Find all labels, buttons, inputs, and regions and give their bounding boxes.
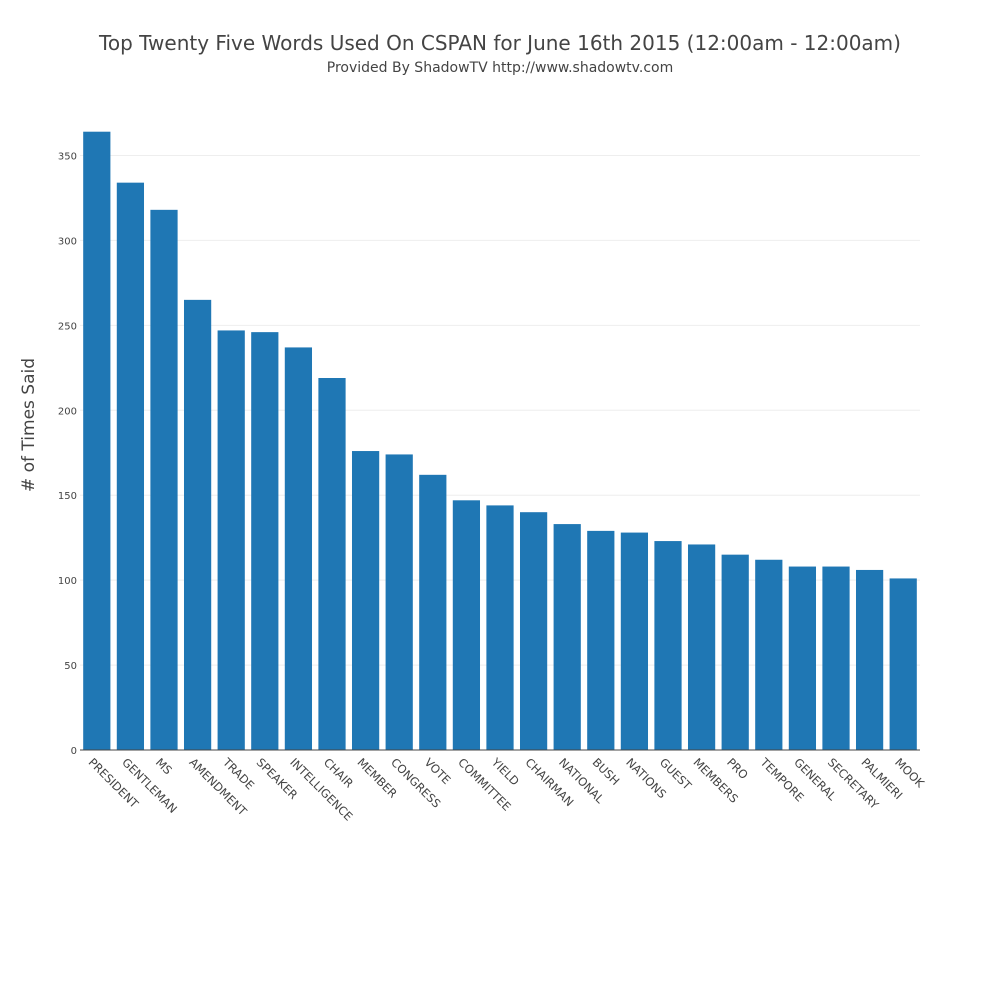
bar <box>318 378 346 750</box>
y-axis-label: # of Times Said <box>19 358 39 492</box>
bar <box>519 512 548 750</box>
bar <box>452 500 481 750</box>
chart-subtitle: Provided By ShadowTV http://www.shadowtv… <box>327 60 673 76</box>
x-tick-label: VOTE <box>422 755 454 787</box>
bar <box>217 330 245 750</box>
y-tick-label: 0 <box>71 746 77 757</box>
y-tick-label: 150 <box>58 491 77 502</box>
bar <box>150 209 178 750</box>
y-axis-ticks: 0 50 100 150 200 250 300 350 <box>58 151 77 757</box>
bar <box>721 554 749 750</box>
bar <box>654 541 682 750</box>
y-tick-label: 100 <box>58 576 77 587</box>
bar <box>251 332 279 750</box>
y-tick-label: 50 <box>64 661 77 672</box>
y-tick-label: 250 <box>58 321 77 332</box>
bar <box>419 474 447 750</box>
x-tick-label: PRO <box>724 755 751 782</box>
bars <box>83 131 917 751</box>
bar <box>83 131 111 751</box>
y-tick-label: 350 <box>58 151 77 162</box>
bar <box>587 530 615 750</box>
bar <box>183 299 212 750</box>
bar <box>116 182 145 750</box>
bar <box>822 566 850 750</box>
y-tick-label: 200 <box>58 406 77 417</box>
x-tick-label: MS <box>153 755 175 777</box>
bar <box>351 451 380 750</box>
chart-title: Top Twenty Five Words Used On CSPAN for … <box>98 31 901 55</box>
bar <box>889 578 917 750</box>
y-tick-label: 300 <box>58 236 77 247</box>
bar <box>788 566 817 750</box>
bar <box>620 532 649 750</box>
bar <box>855 569 884 750</box>
bar <box>385 454 413 750</box>
bar <box>755 559 783 750</box>
bar <box>284 347 313 750</box>
bar <box>553 524 581 750</box>
bar <box>687 544 716 750</box>
bar <box>486 505 514 750</box>
